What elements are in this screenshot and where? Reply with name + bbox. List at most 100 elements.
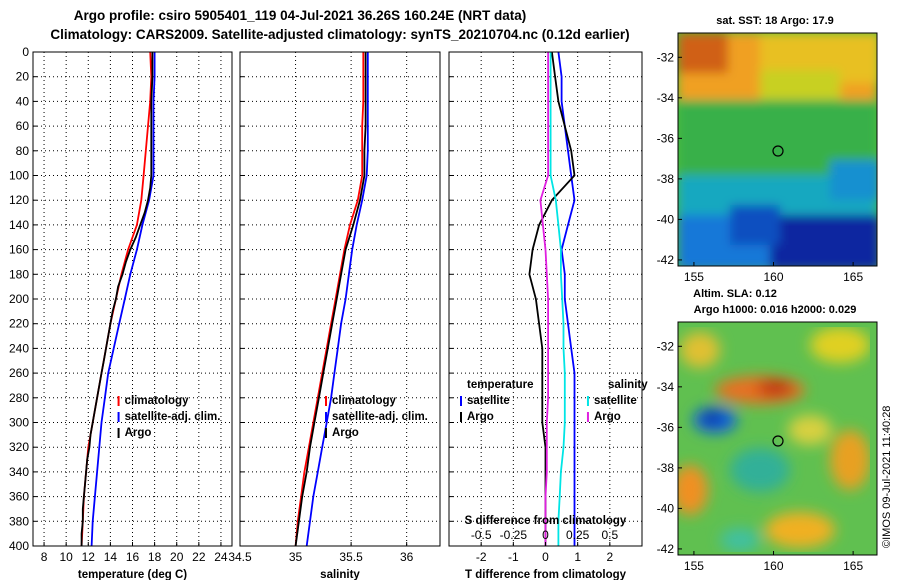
- map-y-tick-label: -40: [657, 501, 675, 515]
- y-tick-label: 120: [9, 193, 29, 207]
- x-tick-label: -2: [476, 550, 487, 564]
- y-tick-label: 180: [9, 267, 29, 281]
- legend-entry: Argo: [332, 427, 359, 439]
- legend-entry: Argo: [125, 427, 152, 439]
- x2-tick-label: 0: [542, 528, 549, 542]
- sst-map-axes: 155 160 165 -32 -34 -36 -38 -40 -42: [657, 50, 864, 284]
- series-line-satellite: [549, 52, 566, 546]
- map-y-tick-label: -38: [657, 461, 675, 475]
- y-tick-label: 280: [9, 391, 29, 405]
- series-line-climatology: [294, 52, 365, 547]
- y-tick-label: 400: [9, 539, 29, 553]
- temperature-panel: 8 10 12 14 16 18 20 22 24 temperature (deg C) 0 20 4…: [9, 45, 233, 580]
- map-x-tick-label: 165: [843, 270, 863, 284]
- y-tick-label: 140: [9, 218, 29, 232]
- x-axis-label: salinity: [320, 569, 360, 580]
- sla-map: Altim. SLA: 0.12 Argo h1000: 0.016 h2000…: [657, 288, 878, 573]
- legend-entry: satellite: [594, 395, 637, 407]
- map-y-tick-label: -38: [657, 172, 675, 186]
- x-tick-label: 14: [104, 550, 118, 564]
- sst-map-frame: [677, 32, 878, 267]
- x-tick-label: 10: [59, 550, 73, 564]
- x-tick-label: 34.5: [228, 550, 252, 564]
- map-y-tick-label: -34: [657, 91, 675, 105]
- plot-background: [33, 52, 232, 546]
- legend-entry: satellite: [467, 395, 510, 407]
- legend-entry: satellite-adj. clim.: [125, 411, 221, 423]
- y-tick-label: 340: [9, 465, 29, 479]
- y-tick-label: 20: [16, 70, 30, 84]
- map-y-tick-label: -40: [657, 212, 675, 226]
- sst-map: sat. SST: 18 Argo: 17.9 155 160 165 -32 -34 -…: [657, 15, 878, 284]
- sla-map-subtitle: Argo h1000: 0.016 h2000: 0.029: [694, 304, 857, 316]
- x-tick-label: 35.5: [339, 550, 363, 564]
- y-tick-label: 60: [16, 119, 30, 133]
- series-line-satellite-adj-clim-: [305, 52, 369, 547]
- series-line-satellite-adj-clim-: [90, 52, 156, 547]
- sla-argo-marker: [772, 435, 784, 447]
- legend-group-temperature: temperature: [467, 379, 533, 391]
- map-y-tick-label: -42: [657, 542, 675, 556]
- title-line2: Climatology: CARS2009. Satellite-adjuste…: [50, 27, 629, 42]
- x-tick-label: 22: [192, 550, 206, 564]
- title-line1: Argo profile: csiro 5905401_119 04-Jul-2…: [74, 8, 526, 23]
- y-tick-label: 300: [9, 416, 29, 430]
- x-axis-label: temperature (deg C): [78, 569, 187, 580]
- y-tick-label: 0: [22, 45, 29, 59]
- sla-map-frame: [677, 321, 878, 556]
- x-tick-label: 0: [542, 550, 549, 564]
- sla-map-title: Altim. SLA: 0.12: [693, 288, 777, 300]
- map-y-tick-label: -36: [657, 131, 675, 145]
- x-tick-label: 12: [82, 550, 96, 564]
- series-line-argo: [539, 52, 549, 546]
- x-tick-label: 35: [289, 550, 303, 564]
- difference-panel: -2 -1 0 1 2 T difference from climatology temp…: [448, 51, 648, 580]
- y-tick-label: 220: [9, 317, 29, 331]
- x-tick-label: 2: [606, 550, 613, 564]
- sst-map-title: sat. SST: 18 Argo: 17.9: [716, 15, 834, 27]
- legend-entry: satellite-adj. clim.: [332, 411, 428, 423]
- x-tick-label: 20: [170, 550, 184, 564]
- x2-tick-label: 0.5: [601, 528, 618, 542]
- y-tick-label: 360: [9, 490, 29, 504]
- x2-tick-label: -0.5: [471, 528, 492, 542]
- y-tick-label: 40: [16, 94, 30, 108]
- sst-field: [678, 33, 877, 266]
- map-x-tick-label: 155: [684, 559, 704, 573]
- x-tick-label: 36: [400, 550, 414, 564]
- y-tick-label: 100: [9, 169, 29, 183]
- series-line-satellite: [557, 51, 576, 546]
- y-tick-label: 200: [9, 292, 29, 306]
- y-tick-label: 240: [9, 341, 29, 355]
- map-x-tick-label: 160: [764, 270, 784, 284]
- x-tick-label: 16: [126, 550, 140, 564]
- sla-map-axes: 155 160 165 -32 -34 -36 -38 -40 -42: [657, 339, 864, 573]
- map-x-tick-label: 155: [684, 270, 704, 284]
- x-tick-label: 18: [148, 550, 162, 564]
- legend-entry: climatology: [125, 395, 190, 407]
- x-tick-label: -1: [508, 550, 519, 564]
- x-tick-label: 8: [41, 550, 48, 564]
- y-tick-label: 80: [16, 144, 30, 158]
- legend-entry: climatology: [332, 395, 397, 407]
- sst-argo-marker: [772, 145, 784, 157]
- y-tick-label: 260: [9, 366, 29, 380]
- map-x-tick-label: 165: [843, 559, 863, 573]
- series-line-argo: [528, 51, 576, 546]
- map-y-tick-label: -32: [657, 50, 675, 64]
- y-tick-label: 160: [9, 243, 29, 257]
- legend-group-salinity: salinity: [608, 379, 648, 391]
- map-y-tick-label: -34: [657, 380, 675, 394]
- map-y-tick-label: -32: [657, 339, 675, 353]
- y-tick-label: 380: [9, 514, 29, 528]
- map-x-tick-label: 160: [764, 559, 784, 573]
- x2-axis-label: S difference from climatology: [465, 515, 627, 527]
- sla-field: [678, 322, 877, 555]
- series-line-argo: [294, 52, 367, 547]
- imos-watermark: ©IMOS 09-Jul-2021 11:40:28: [881, 406, 893, 548]
- map-y-tick-label: -42: [657, 253, 675, 267]
- x-tick-label: 24: [214, 550, 228, 564]
- salinity-panel: 34.5 35 35.5 36 salinity climatology satellite…: [228, 51, 441, 580]
- series-line-argo: [80, 52, 154, 546]
- legend-entry: Argo: [594, 411, 621, 423]
